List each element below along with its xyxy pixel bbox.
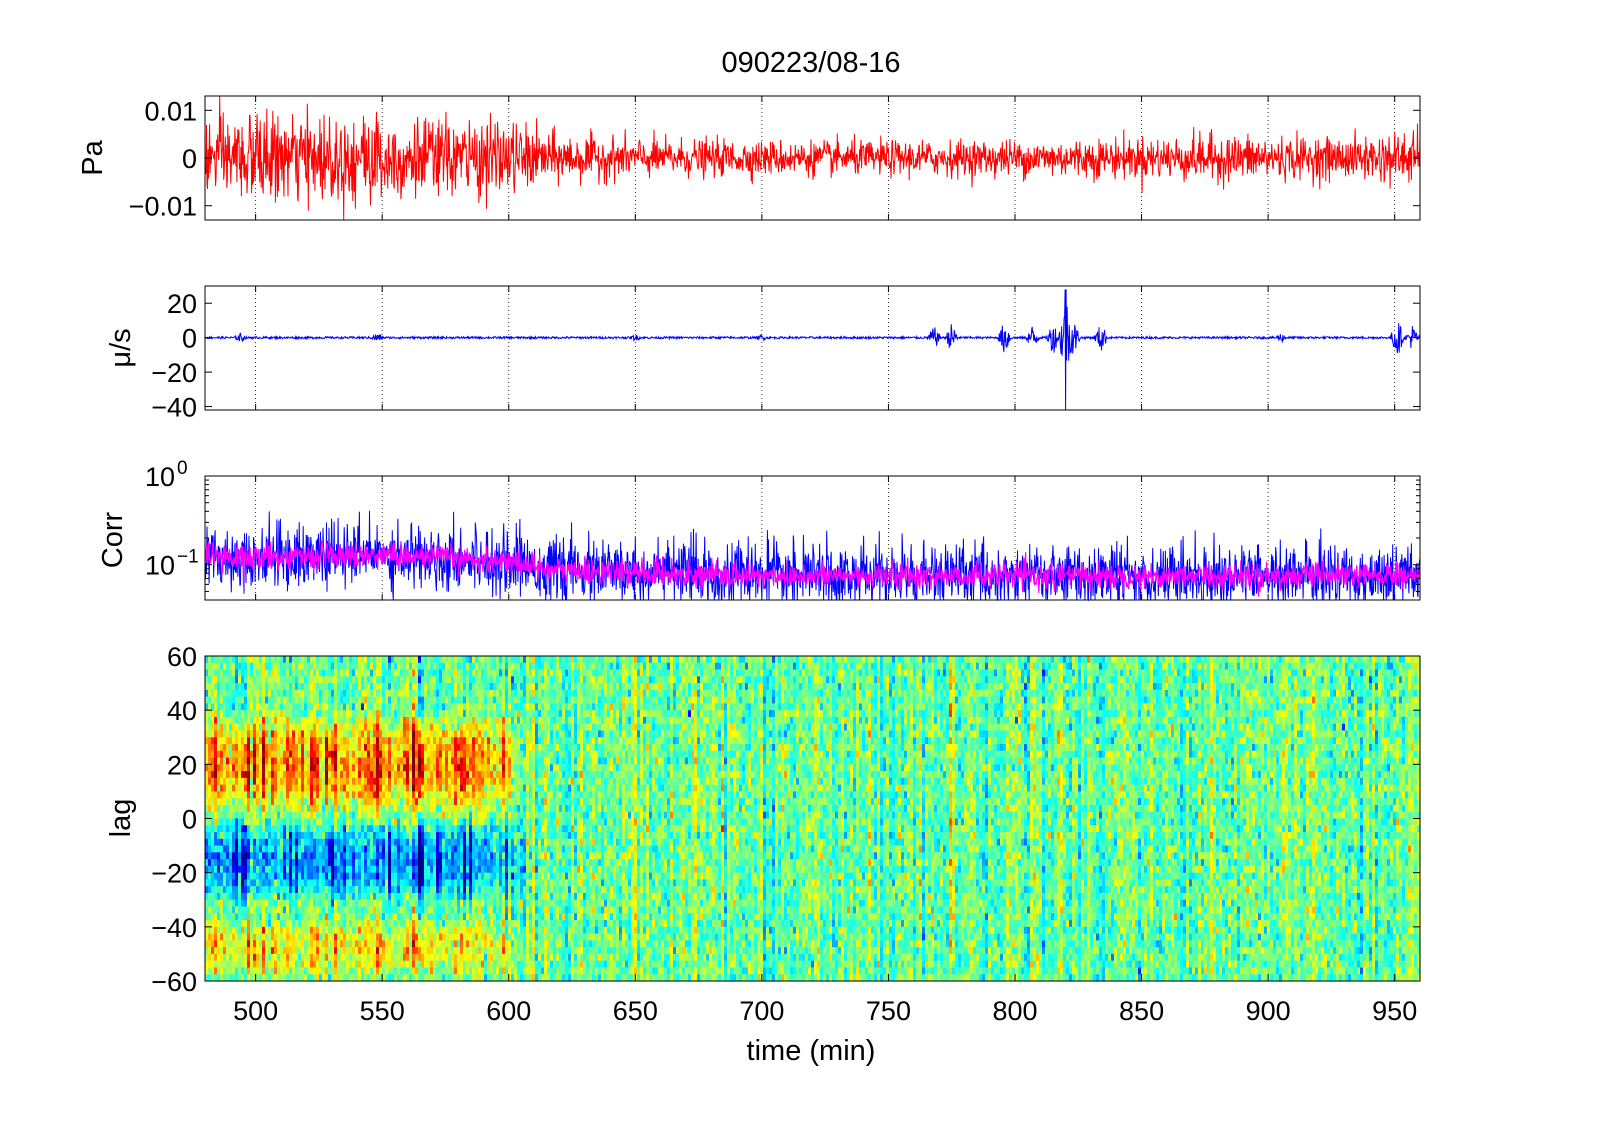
y-tick-label: 0 bbox=[182, 324, 197, 354]
y-tick-label: 20 bbox=[167, 289, 197, 319]
y-tick-label: −0.01 bbox=[129, 192, 197, 222]
y-tick-label: 0.01 bbox=[144, 96, 197, 126]
y-tick-label: 0 bbox=[182, 144, 197, 174]
panel-velocity-ylabel: μ/s bbox=[105, 328, 137, 367]
y-tick-label-exponent: −1 bbox=[177, 547, 199, 568]
panel-pressure-ylabel: Pa bbox=[77, 139, 109, 175]
y-tick-label: −40 bbox=[151, 393, 197, 423]
y-tick-label: −20 bbox=[151, 358, 197, 388]
chart-title: 090223/08-16 bbox=[722, 47, 901, 79]
panel-correlation-ylabel: Corr bbox=[97, 511, 129, 568]
y-tick-label-exponent: 0 bbox=[177, 458, 188, 479]
y-tick-label: 10 bbox=[145, 551, 175, 581]
panel-velocity-frame bbox=[205, 286, 1420, 410]
panel-velocity: −40 −20 0 20 μ/s bbox=[105, 286, 1420, 423]
y-tick-label: 10 bbox=[145, 462, 175, 492]
panel-pressure: −0.01 0 0.01 Pa bbox=[77, 96, 1420, 222]
lag-heatmap bbox=[205, 656, 1421, 982]
